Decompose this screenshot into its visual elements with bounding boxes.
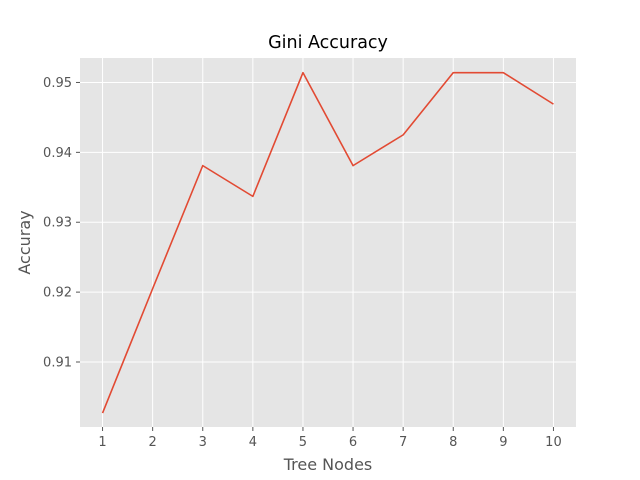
x-tick-label: 1 — [98, 435, 106, 450]
x-tick-label: 3 — [199, 435, 207, 450]
y-tick-label: 0.94 — [43, 146, 72, 161]
grid-lines — [80, 58, 576, 427]
chart-title: Gini Accuracy — [268, 33, 388, 53]
series-layer — [101, 71, 555, 415]
y-tick-label: 0.93 — [43, 216, 72, 231]
x-axis: 1 2 3 4 5 6 7 8 9 10 — [98, 427, 562, 450]
x-tick-label: 9 — [499, 435, 507, 450]
data-point — [502, 71, 505, 74]
data-point — [151, 287, 154, 290]
data-point — [101, 412, 104, 415]
plot-area — [80, 58, 576, 427]
data-point — [552, 103, 555, 106]
x-tick-label: 4 — [249, 435, 257, 450]
x-axis-label: Tree Nodes — [283, 455, 373, 474]
data-point — [201, 164, 204, 167]
data-point — [452, 71, 455, 74]
x-tick-label: 6 — [349, 435, 357, 450]
x-tick-label: 10 — [545, 435, 562, 450]
x-tick-label: 2 — [149, 435, 157, 450]
x-tick-label: 7 — [399, 435, 407, 450]
y-axis: 0.91 0.92 0.93 0.94 0.95 — [43, 76, 80, 371]
y-tick-label: 0.91 — [43, 356, 72, 371]
y-axis-label: Accuray — [15, 210, 34, 274]
y-tick-label: 0.95 — [43, 76, 72, 91]
series-line — [101, 71, 554, 414]
data-point — [402, 133, 405, 136]
x-tick-label: 5 — [299, 435, 307, 450]
data-point — [251, 195, 254, 198]
x-tick-label: 8 — [449, 435, 457, 450]
y-tick-label: 0.92 — [43, 286, 72, 301]
data-point — [301, 71, 304, 74]
data-point — [352, 164, 355, 167]
